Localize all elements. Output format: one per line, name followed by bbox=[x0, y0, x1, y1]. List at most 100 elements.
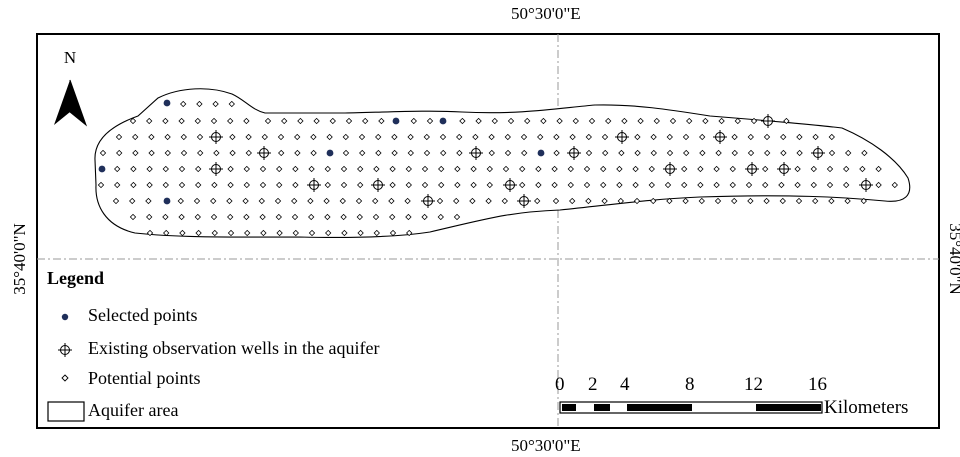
potential-point bbox=[281, 117, 288, 125]
potential-point bbox=[585, 133, 592, 141]
potential-point bbox=[116, 149, 123, 157]
potential-point bbox=[275, 213, 282, 221]
potential-point bbox=[795, 197, 803, 205]
observation-well bbox=[567, 146, 581, 160]
scale-tick-16: 16 bbox=[808, 374, 827, 395]
potential-point bbox=[810, 181, 817, 189]
potential-point bbox=[276, 165, 283, 173]
potential-point bbox=[488, 133, 495, 141]
potential-point bbox=[146, 117, 153, 125]
potential-point bbox=[130, 165, 137, 173]
potential-point bbox=[229, 149, 236, 157]
potential-point bbox=[389, 213, 396, 221]
potential-point bbox=[405, 165, 412, 173]
potential-point bbox=[794, 165, 801, 173]
potential-point bbox=[292, 181, 299, 189]
potential-point bbox=[325, 229, 332, 237]
potential-point bbox=[162, 213, 169, 221]
potential-point bbox=[212, 100, 219, 108]
potential-point bbox=[826, 181, 834, 189]
potential-point bbox=[226, 197, 233, 205]
potential-point bbox=[421, 165, 429, 173]
potential-point bbox=[601, 133, 609, 141]
potential-point bbox=[164, 149, 171, 157]
observation-well bbox=[469, 146, 483, 160]
potential-point bbox=[423, 133, 430, 141]
potential-point bbox=[585, 197, 592, 205]
potential-point bbox=[633, 197, 641, 205]
potential-point bbox=[713, 181, 720, 189]
potential-point bbox=[763, 133, 771, 141]
potential-point bbox=[146, 213, 153, 221]
potential-point bbox=[567, 181, 574, 189]
potential-point bbox=[470, 165, 477, 173]
potential-point bbox=[243, 213, 250, 221]
potential-point bbox=[583, 181, 591, 189]
potential-point bbox=[683, 149, 690, 157]
potential-point bbox=[112, 197, 120, 205]
potential-point bbox=[357, 181, 364, 189]
potential-point bbox=[329, 117, 336, 125]
selected-point bbox=[163, 99, 171, 107]
potential-point bbox=[650, 197, 657, 205]
selected-point bbox=[326, 149, 334, 157]
potential-point bbox=[372, 197, 379, 205]
potential-point bbox=[115, 133, 123, 141]
scale-unit-label: Kilometers bbox=[824, 397, 909, 418]
potential-point bbox=[535, 181, 542, 189]
potential-point bbox=[875, 165, 882, 173]
potential-point bbox=[356, 213, 363, 221]
potential-point bbox=[702, 117, 709, 125]
potential-point bbox=[454, 181, 461, 189]
potential-point bbox=[375, 133, 382, 141]
potential-point bbox=[875, 181, 882, 189]
potential-point bbox=[491, 117, 498, 125]
potential-point bbox=[378, 117, 385, 125]
potential-point bbox=[294, 133, 301, 141]
scale-tick-12: 12 bbox=[744, 374, 763, 395]
selected-point bbox=[439, 117, 447, 125]
potential-point bbox=[211, 181, 218, 189]
potential-point bbox=[750, 117, 758, 125]
potential-point bbox=[389, 181, 396, 189]
potential-point bbox=[276, 181, 283, 189]
north-arrow-icon bbox=[54, 79, 88, 127]
selected-point bbox=[98, 165, 106, 173]
bottom-longitude-label: 50°30'0"E bbox=[511, 436, 581, 455]
potential-point bbox=[278, 149, 285, 157]
potential-point bbox=[294, 149, 301, 157]
potential-point bbox=[194, 213, 201, 221]
potential-point bbox=[405, 213, 412, 221]
potential-point bbox=[572, 117, 579, 125]
potential-point bbox=[551, 181, 558, 189]
potential-point bbox=[146, 229, 154, 237]
potential-point bbox=[132, 133, 139, 141]
potential-point bbox=[362, 117, 369, 125]
potential-point bbox=[426, 117, 434, 125]
potential-point bbox=[504, 133, 511, 141]
potential-point bbox=[210, 197, 217, 205]
potential-point bbox=[843, 181, 850, 189]
legend-label-selected: Selected points bbox=[88, 304, 198, 325]
potential-point bbox=[796, 149, 803, 157]
selected-point bbox=[537, 149, 545, 157]
potential-point bbox=[375, 149, 382, 157]
potential-point bbox=[828, 133, 835, 141]
potential-point bbox=[729, 181, 736, 189]
potential-point bbox=[860, 197, 867, 205]
potential-point bbox=[616, 181, 623, 189]
potential-point bbox=[242, 197, 249, 205]
potential-point bbox=[291, 197, 298, 205]
potential-point bbox=[828, 197, 835, 205]
potential-point bbox=[357, 229, 364, 237]
potential-point bbox=[114, 165, 121, 173]
potential-point bbox=[342, 133, 349, 141]
potential-point bbox=[194, 117, 201, 125]
right-latitude-label: 35°40'0"N bbox=[946, 223, 960, 295]
potential-point bbox=[681, 165, 688, 173]
potential-point bbox=[407, 133, 414, 141]
potential-point bbox=[373, 229, 380, 237]
potential-point bbox=[227, 181, 234, 189]
observation-well bbox=[615, 130, 629, 144]
potential-point bbox=[637, 117, 644, 125]
